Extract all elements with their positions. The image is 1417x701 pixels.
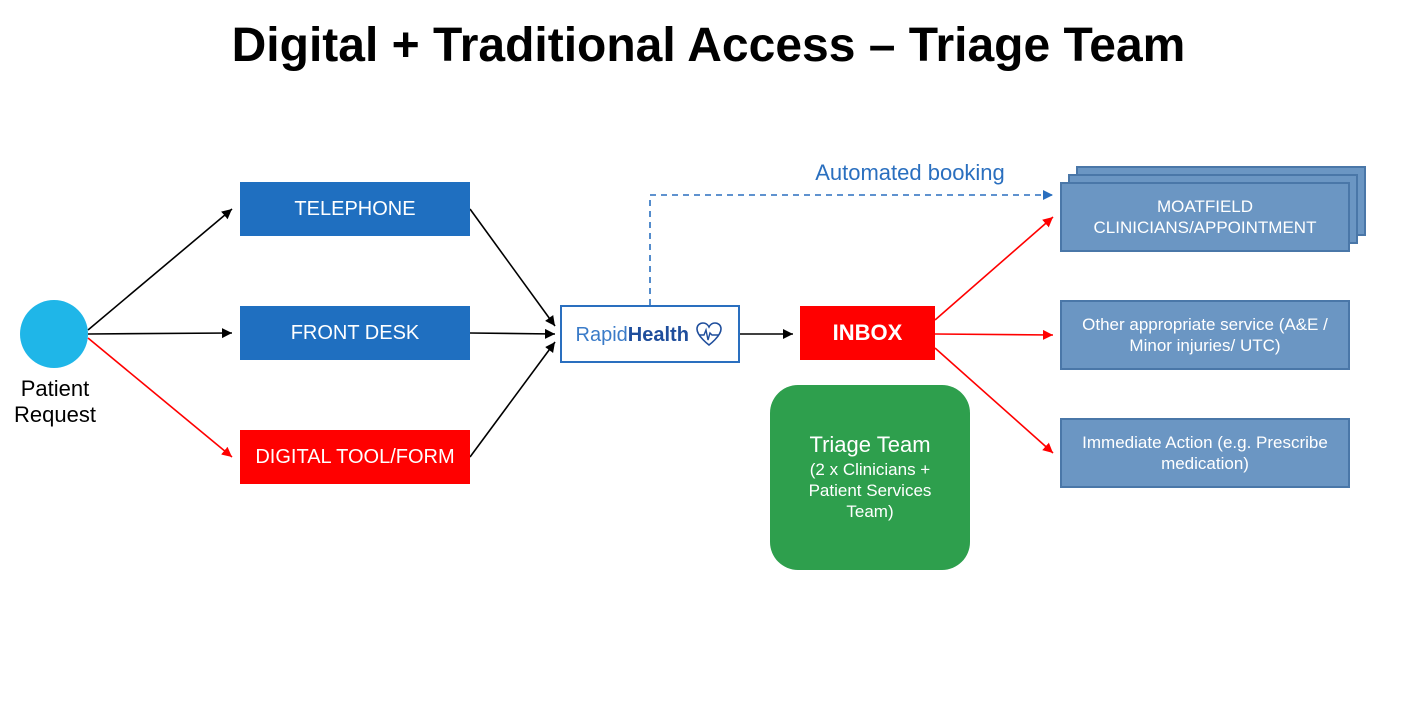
node-patient-request-circle [20,300,88,368]
triage-team-subtitle: (2 x Clinicians + Patient Services Team) [784,459,956,523]
rapid-health-logo-part1: Rapid [576,324,628,346]
node-moatfield: MOATFIELD CLINICIANS/APPOINTMENT [1060,182,1350,252]
page-title: Digital + Traditional Access – Triage Te… [0,18,1417,73]
label-patient-request: Patient Request [0,376,110,428]
node-digital-tool-label: DIGITAL TOOL/FORM [255,446,454,469]
rapid-health-logo: RapidHealth [576,321,725,347]
node-rapid-health: RapidHealth [560,305,740,363]
node-inbox-label: INBOX [833,320,903,346]
node-inbox: INBOX [800,306,935,360]
label-automated-booking: Automated booking [780,160,1040,186]
node-immediate-action: Immediate Action (e.g. Prescribe medicat… [1060,418,1350,488]
node-triage-team: Triage Team (2 x Clinicians + Patient Se… [770,385,970,570]
node-front-desk: FRONT DESK [240,306,470,360]
node-moatfield-label: MOATFIELD CLINICIANS/APPOINTMENT [1070,196,1340,239]
node-telephone-label: TELEPHONE [294,198,415,221]
node-front-desk-label: FRONT DESK [291,322,420,345]
rapid-health-logo-part2: Health [628,324,689,346]
flowchart-canvas: Digital + Traditional Access – Triage Te… [0,0,1417,701]
heart-ecg-icon [694,321,724,347]
node-other-service-label: Other appropriate service (A&E / Minor i… [1072,314,1338,357]
triage-team-title: Triage Team [784,432,956,458]
node-other-service: Other appropriate service (A&E / Minor i… [1060,300,1350,370]
node-telephone: TELEPHONE [240,182,470,236]
node-digital-tool: DIGITAL TOOL/FORM [240,430,470,484]
node-immediate-action-label: Immediate Action (e.g. Prescribe medicat… [1072,432,1338,475]
